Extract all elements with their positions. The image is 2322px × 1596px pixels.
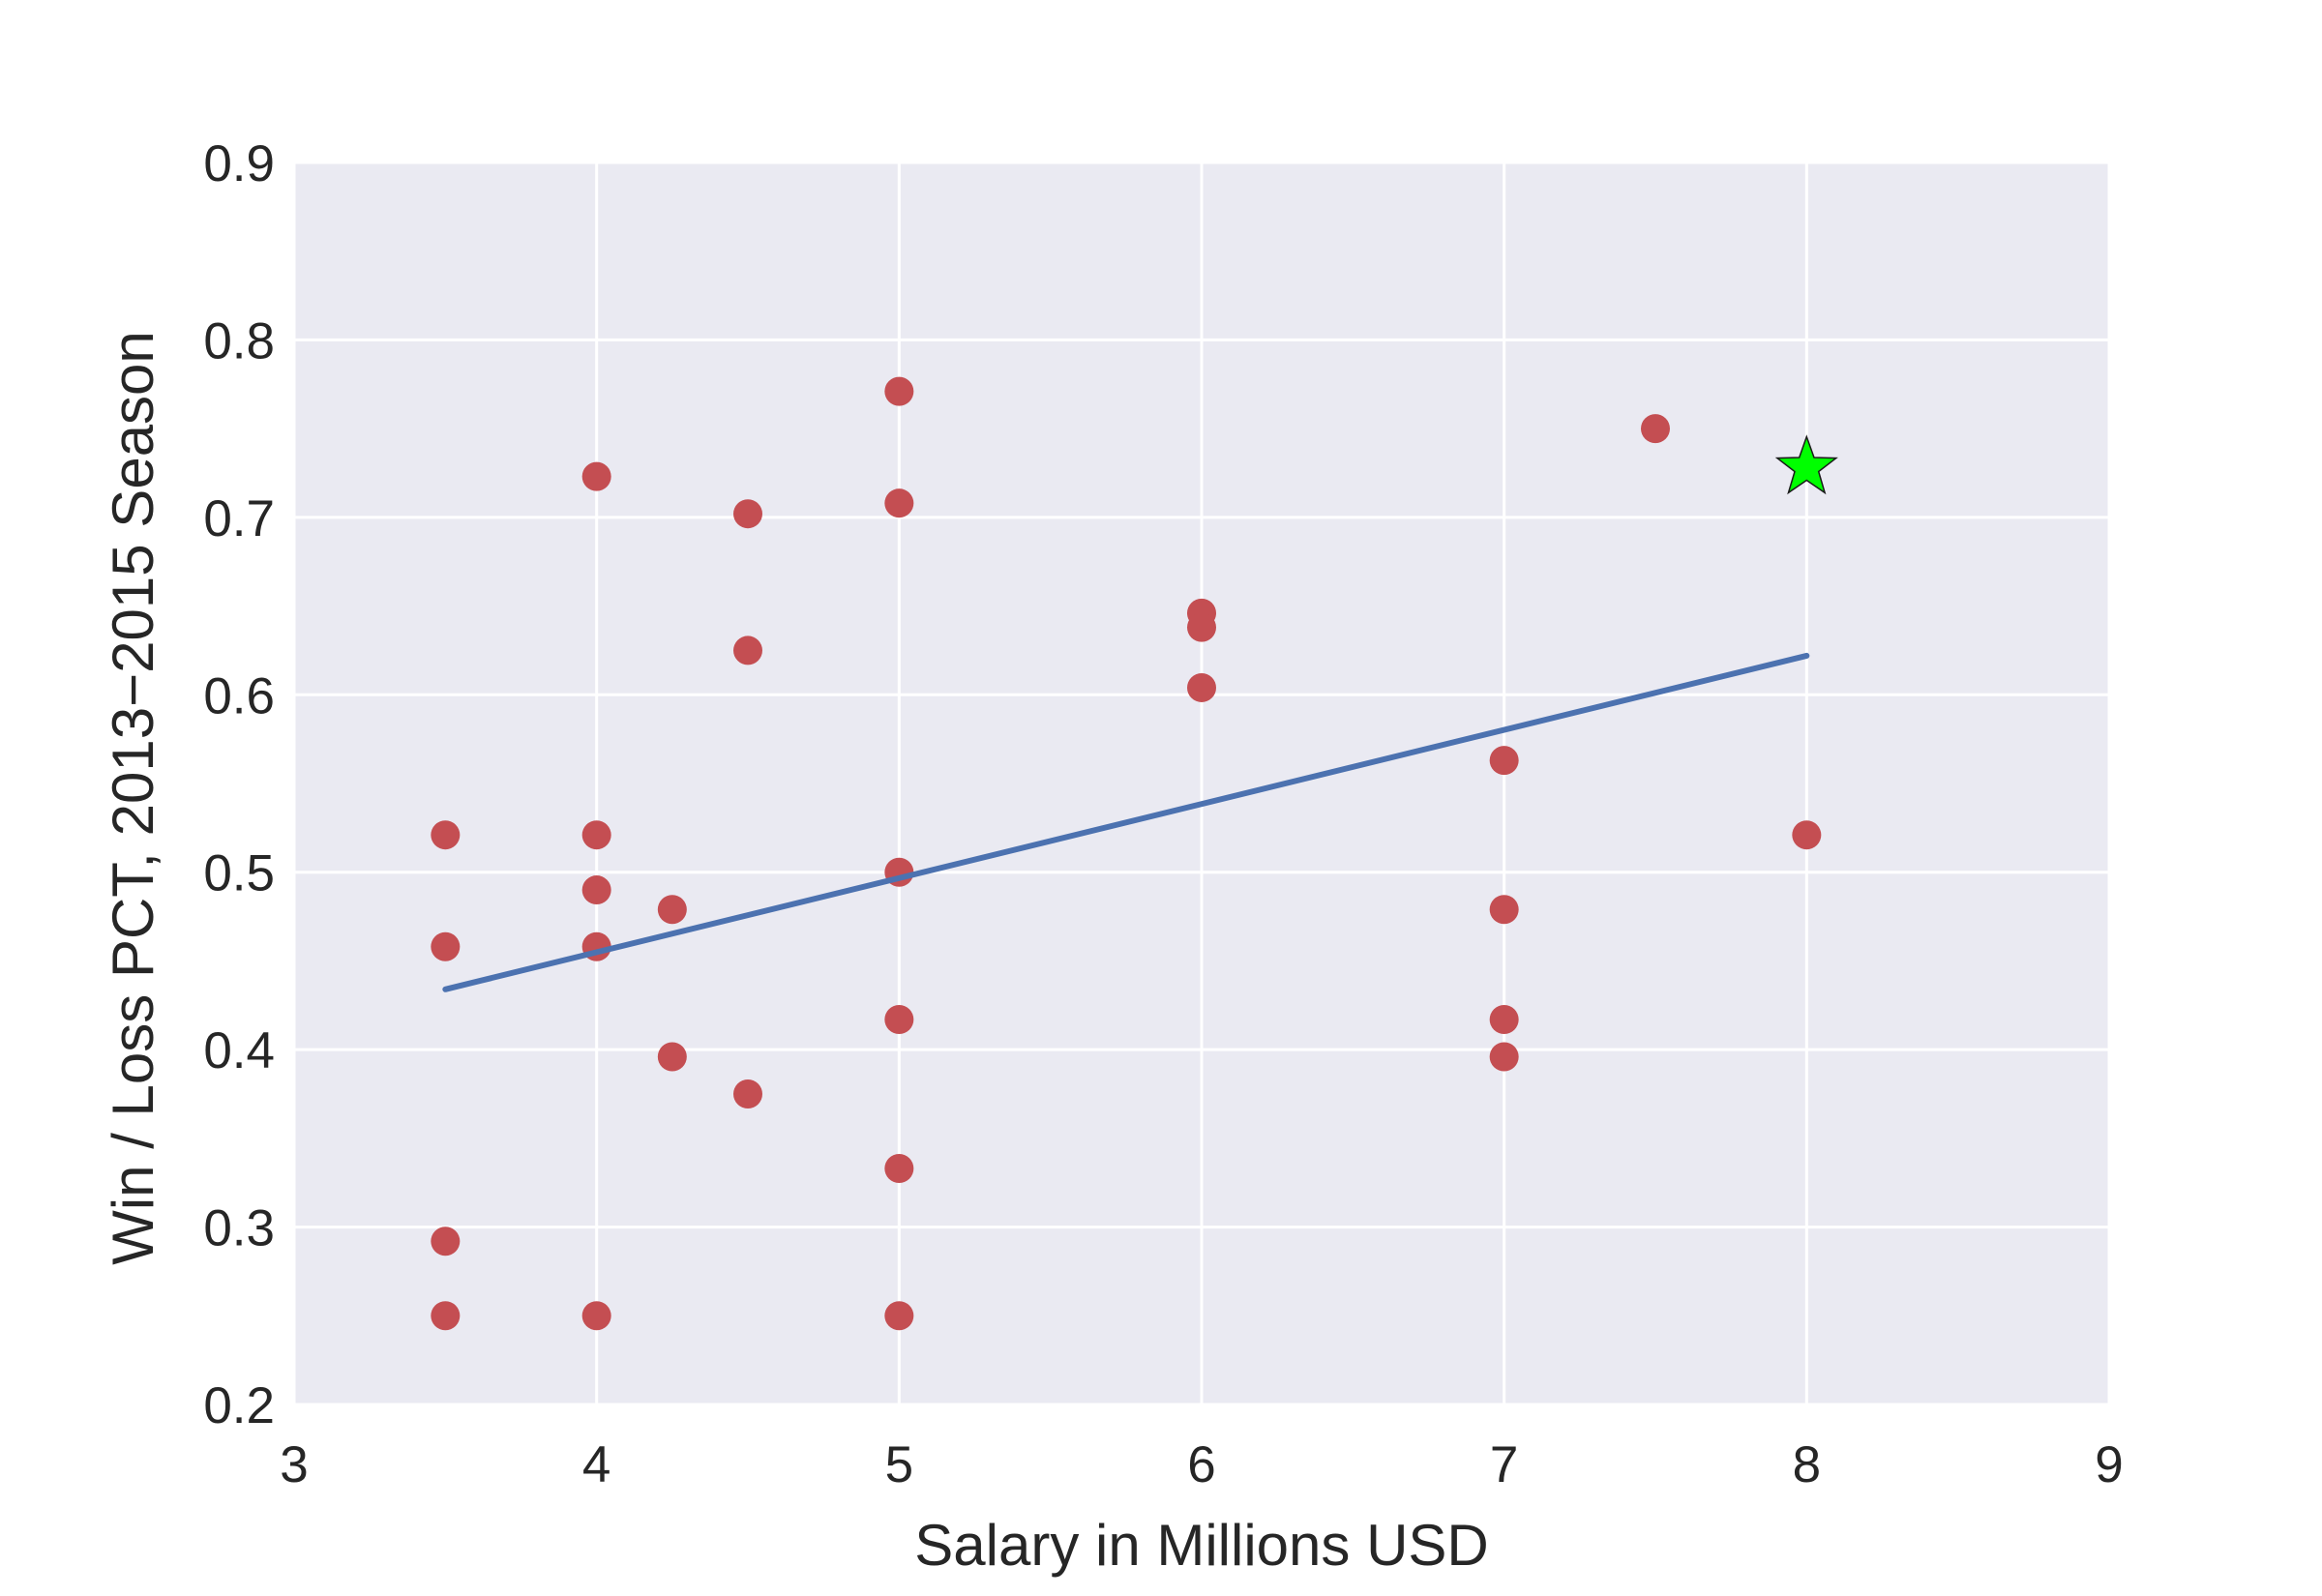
y-tick-label: 0.5 bbox=[203, 845, 275, 902]
data-point bbox=[1792, 820, 1822, 850]
x-tick-label: 5 bbox=[885, 1436, 913, 1493]
data-point bbox=[1489, 1042, 1519, 1072]
data-point bbox=[884, 1004, 914, 1034]
x-tick-label: 7 bbox=[1490, 1436, 1518, 1493]
data-point bbox=[733, 499, 762, 529]
data-point bbox=[884, 1154, 914, 1184]
data-point bbox=[431, 1301, 461, 1331]
grid-lines bbox=[292, 161, 2111, 1406]
data-point bbox=[733, 1079, 762, 1108]
data-point bbox=[1641, 414, 1670, 444]
data-layer bbox=[431, 376, 1838, 1331]
y-axis-label: Win / Loss PCT, 2013−2015 Season bbox=[101, 331, 165, 1265]
y-tick-label: 0.6 bbox=[203, 667, 275, 724]
x-axis-label: Salary in Millions USD bbox=[914, 1513, 1489, 1578]
star-marker bbox=[1774, 434, 1838, 495]
x-tick-label: 4 bbox=[582, 1436, 610, 1493]
data-point bbox=[581, 461, 611, 491]
data-point bbox=[1489, 895, 1519, 925]
y-tick-label: 0.3 bbox=[203, 1200, 275, 1257]
data-point bbox=[431, 1227, 461, 1256]
data-point bbox=[581, 875, 611, 905]
data-point bbox=[884, 488, 914, 518]
data-point bbox=[1187, 612, 1216, 642]
data-point bbox=[884, 376, 914, 406]
data-point bbox=[733, 635, 762, 665]
y-tick-label: 0.2 bbox=[203, 1377, 275, 1434]
y-tick-label: 0.9 bbox=[203, 135, 275, 192]
y-tick-label: 0.7 bbox=[203, 490, 275, 547]
x-tick-label: 9 bbox=[2095, 1436, 2123, 1493]
data-point bbox=[431, 931, 461, 961]
data-point bbox=[657, 1042, 687, 1072]
data-point bbox=[884, 1301, 914, 1331]
data-point bbox=[657, 895, 687, 925]
y-tick-label: 0.4 bbox=[203, 1022, 275, 1079]
data-point bbox=[431, 820, 461, 850]
trend-line bbox=[442, 652, 1810, 992]
data-point bbox=[581, 1301, 611, 1331]
y-tick-label: 0.8 bbox=[203, 312, 275, 369]
x-tick-label: 6 bbox=[1187, 1436, 1215, 1493]
x-tick-label: 8 bbox=[1793, 1436, 1821, 1493]
data-point bbox=[1489, 746, 1519, 776]
data-point bbox=[1489, 1004, 1519, 1034]
data-point bbox=[1187, 672, 1216, 702]
tick-labels: 3 4 5 6 7 8 9 0.2 0.3 0.4 0.5 0.6 0.7 0.8 0.9 bbox=[203, 135, 2123, 1493]
data-point bbox=[581, 820, 611, 850]
x-tick-label: 3 bbox=[280, 1436, 308, 1493]
